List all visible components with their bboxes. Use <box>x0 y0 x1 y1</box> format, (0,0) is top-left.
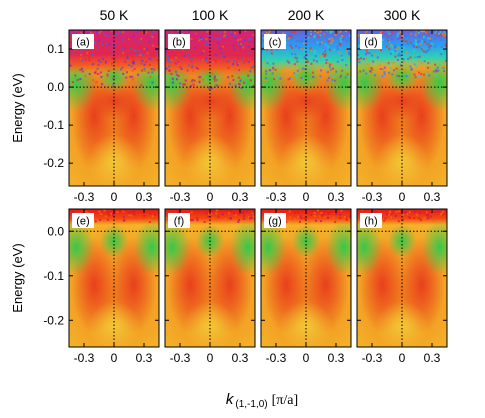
panel-label: (e) <box>76 216 89 228</box>
x-tick-label: -0.3 <box>266 351 287 365</box>
y-tick-label: -0.2 <box>43 156 64 170</box>
x-tick-label: 0.3 <box>136 351 153 365</box>
x-tick-label: 0 <box>303 351 310 365</box>
x-tick-label: 0 <box>207 351 214 365</box>
x-tick-label: -0.3 <box>170 190 191 204</box>
panel-label-box <box>168 213 190 228</box>
x-tick-label: 0.3 <box>424 351 441 365</box>
panel-c: (c) -0.3 0 0.3 <box>260 29 352 204</box>
panel-label-box <box>72 213 94 228</box>
panel-label: (b) <box>172 37 185 49</box>
y-tick-label: -0.1 <box>43 118 64 132</box>
panel-label-box <box>72 34 94 49</box>
x-tick-label: 0 <box>111 351 118 365</box>
panel-label-box <box>360 34 382 49</box>
y-tick-label: 0.0 <box>47 224 64 238</box>
x-tick-label: 0 <box>399 351 406 365</box>
x-tick-label: 0.3 <box>232 351 249 365</box>
column-header: 100 K <box>192 7 229 23</box>
panel-label: (h) <box>364 216 377 228</box>
panel-f: (f) -0.3 0 0.3 <box>164 208 256 365</box>
y-tick-label: -0.2 <box>43 313 64 327</box>
column-header: 200 K <box>288 7 325 23</box>
panel-d: (d) -0.3 0 0.3 <box>356 29 448 204</box>
y-axis-label: Energy (eV) <box>10 243 25 312</box>
x-tick-label: 0 <box>111 190 118 204</box>
panel-b: (b) -0.3 0 0.3 <box>164 29 256 204</box>
column-header: 50 K <box>100 7 129 23</box>
panel-label: (d) <box>364 37 377 49</box>
panel-g: (g) -0.3 0 0.3 <box>260 208 352 365</box>
y-tick-label: 0.1 <box>47 42 64 56</box>
x-tick-label: 0.3 <box>328 190 345 204</box>
panel-label-box <box>168 34 190 49</box>
panel-label: (g) <box>268 216 281 228</box>
panel-label-box <box>264 34 286 49</box>
panel-label-box <box>360 213 382 228</box>
panel-label: (c) <box>269 37 282 49</box>
x-tick-label: 0 <box>207 190 214 204</box>
x-tick-label: 0.3 <box>424 190 441 204</box>
figure-texts: 50 K 100 K 200 K 300 K Energy (eV) Energy (eV… <box>10 7 421 410</box>
x-tick-label: 0.3 <box>136 190 153 204</box>
x-tick-label: -0.3 <box>74 351 95 365</box>
panels: (a) -0.3 0 0.3 0.1 0.0 -0.1 -0.2 (b) -0.3 0 0.3 (c) -… <box>43 29 448 365</box>
panel-e: (e) -0.3 0 0.3 0.0 -0.1 -0.2 <box>43 208 160 365</box>
x-axis-label: k (1,-1,0) [π/a] <box>226 391 298 410</box>
column-header: 300 K <box>384 7 421 23</box>
x-tick-label: 0 <box>399 190 406 204</box>
x-tick-label: -0.3 <box>362 190 383 204</box>
x-tick-label: -0.3 <box>266 190 287 204</box>
y-axis-label: Energy (eV) <box>10 73 25 142</box>
panel-label: (a) <box>76 37 89 49</box>
x-tick-label: -0.3 <box>362 351 383 365</box>
x-tick-label: 0 <box>303 190 310 204</box>
panel-h: (h) -0.3 0 0.3 <box>356 208 448 365</box>
y-tick-label: 0.0 <box>47 80 64 94</box>
y-tick-label: -0.1 <box>43 269 64 283</box>
x-tick-label: 0.3 <box>328 351 345 365</box>
panel-label: (f) <box>174 216 184 228</box>
panel-a: (a) -0.3 0 0.3 0.1 0.0 -0.1 -0.2 <box>43 29 160 204</box>
panel-label-box <box>264 213 286 228</box>
x-tick-label: -0.3 <box>74 190 95 204</box>
x-tick-label: -0.3 <box>170 351 191 365</box>
x-tick-label: 0.3 <box>232 190 249 204</box>
